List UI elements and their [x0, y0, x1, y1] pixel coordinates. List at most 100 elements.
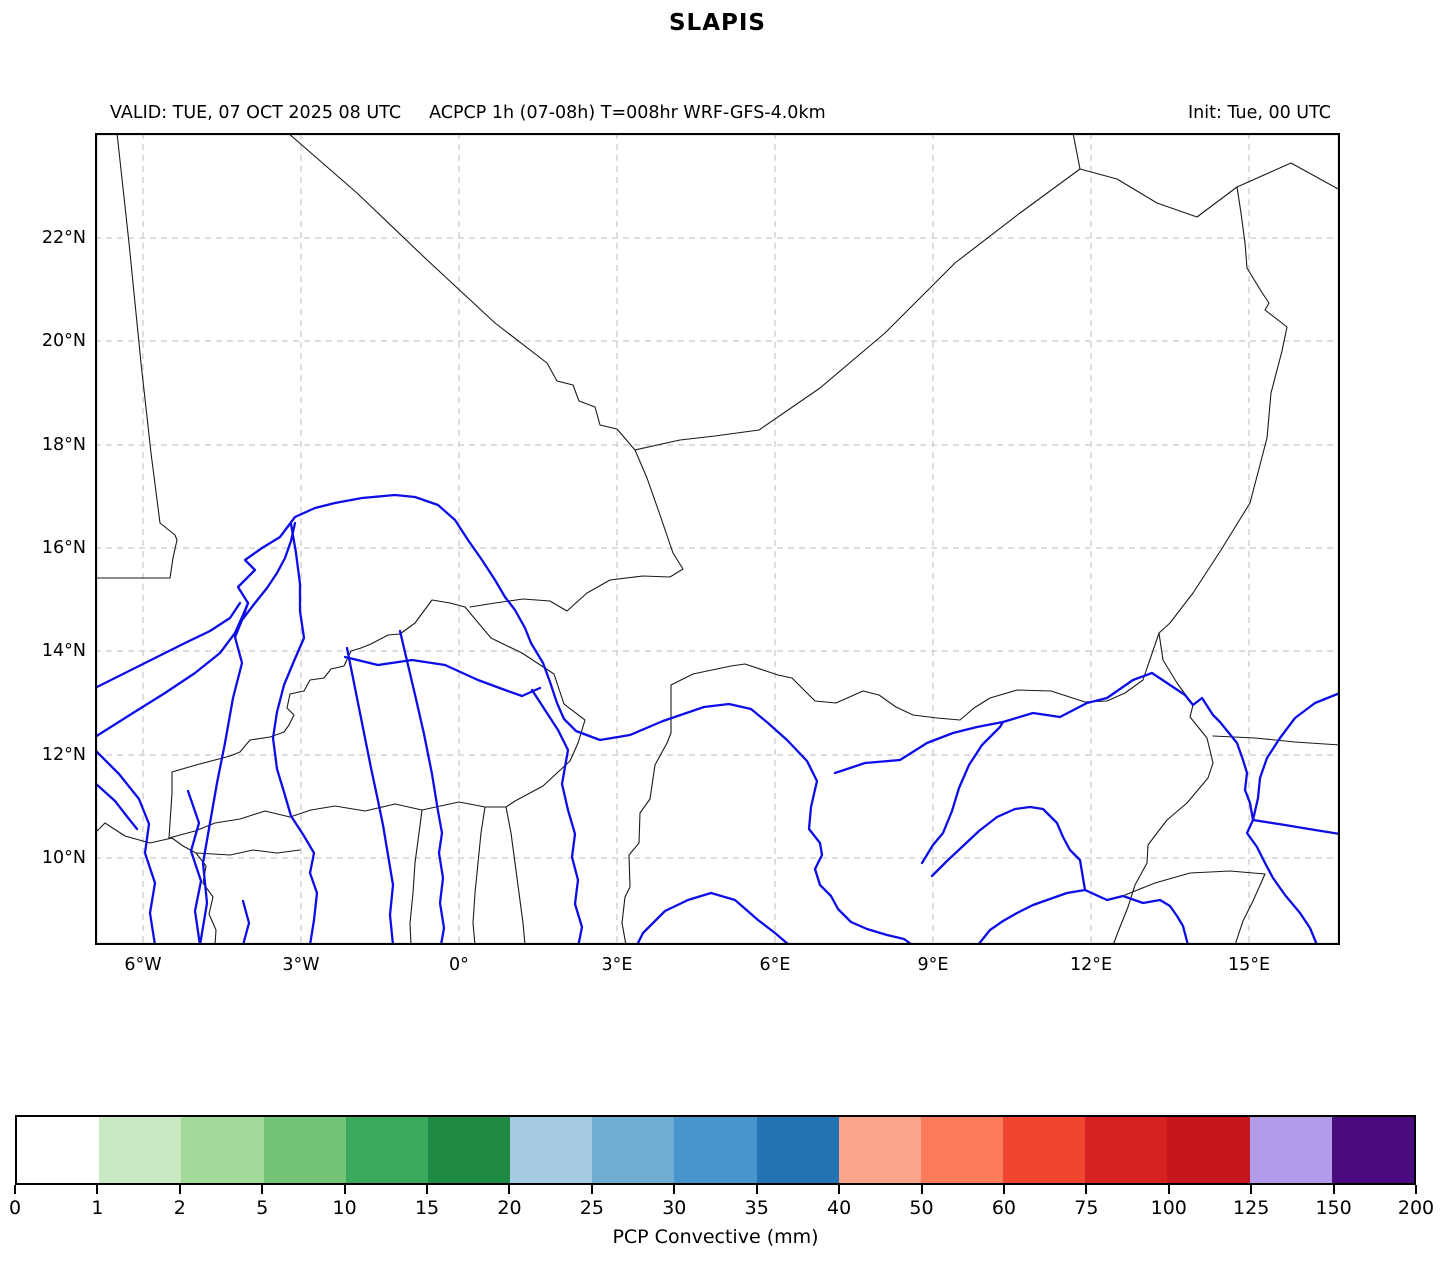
border-line — [1112, 186, 1288, 945]
colorbar-segment — [1331, 1117, 1414, 1183]
lat-tick-label: 16°N — [41, 538, 86, 558]
colorbar-tick — [920, 1185, 923, 1194]
colorbar — [15, 1115, 1416, 1185]
river-line — [635, 891, 791, 945]
map-frame — [95, 133, 1340, 945]
colorbar-axis-label: PCP Convective (mm) — [612, 1226, 819, 1248]
colorbar-tick — [673, 1185, 676, 1194]
colorbar-segment — [1249, 1117, 1332, 1183]
river-line — [833, 671, 1215, 775]
colorbar-tick-label: 30 — [662, 1197, 687, 1219]
colorbar-tick — [508, 1185, 511, 1194]
lat-tick-label: 10°N — [41, 848, 86, 868]
lat-tick-label: 18°N — [41, 435, 86, 455]
page-title: SLAPIS — [668, 10, 766, 36]
border-line — [409, 809, 423, 945]
colorbar-tick-label: 20 — [497, 1197, 522, 1219]
colorbar-segment — [592, 1117, 675, 1183]
valid-time-text: VALID: TUE, 07 OCT 2025 08 UTC — [110, 103, 402, 123]
colorbar-tick-label: 75 — [1074, 1197, 1099, 1219]
colorbar-tick — [343, 1185, 346, 1194]
lat-tick-label: 22°N — [41, 228, 86, 248]
country-borders — [95, 133, 1340, 945]
river-line — [1251, 691, 1340, 822]
river-line — [920, 720, 1005, 865]
colorbar-tick — [1002, 1185, 1005, 1194]
lon-tick-label: 3°W — [282, 955, 320, 975]
border-line — [168, 599, 466, 839]
lon-tick-label: 6°W — [124, 955, 162, 975]
lon-tick-label: 0° — [449, 955, 469, 975]
colorbar-tick-label: 35 — [744, 1197, 769, 1219]
colorbar-tick — [426, 1185, 429, 1194]
colorbar-segment — [345, 1117, 428, 1183]
border-line — [469, 449, 684, 612]
colorbar-segment — [181, 1117, 264, 1183]
colorbar-tick-label: 60 — [991, 1197, 1017, 1219]
colorbar-segment — [838, 1117, 921, 1183]
river-line — [95, 601, 250, 739]
init-time-text: Init: Tue, 00 UTC — [1188, 103, 1331, 123]
lon-tick-label: 3°E — [601, 955, 633, 975]
colorbar-tick — [261, 1185, 264, 1194]
lon-tick-label: 6°E — [759, 955, 791, 975]
river-line — [198, 493, 915, 945]
colorbar-segment — [510, 1117, 593, 1183]
colorbar-segment — [1167, 1117, 1250, 1183]
border-line — [195, 849, 301, 856]
river-line — [95, 601, 242, 690]
river-line — [1211, 713, 1319, 945]
colorbar-tick-label: 25 — [579, 1197, 604, 1219]
river-line — [240, 521, 297, 622]
border-line — [287, 133, 636, 451]
colorbar-segment — [427, 1117, 511, 1183]
colorbar-tick-label: 15 — [414, 1197, 440, 1219]
weather-map — [95, 133, 1340, 945]
colorbar-tick-label: 150 — [1315, 1197, 1352, 1219]
border-line — [505, 806, 526, 945]
product-text: ACPCP 1h (07-08h) T=008hr WRF-GFS-4.0km — [429, 103, 826, 123]
grid-lines — [95, 133, 1340, 945]
colorbar-tick — [96, 1185, 99, 1194]
colorbar-tick — [14, 1185, 16, 1194]
colorbar-segment — [1085, 1117, 1168, 1183]
lat-tick-label: 14°N — [41, 641, 86, 661]
river-line — [95, 781, 139, 831]
river-line — [345, 646, 395, 945]
river-line — [241, 899, 251, 945]
colorbar-segment — [17, 1117, 100, 1183]
colorbar-tick-label: 125 — [1233, 1197, 1270, 1219]
lon-tick-label: 12°E — [1069, 955, 1113, 975]
river-line — [95, 748, 157, 945]
colorbar-tick — [1415, 1185, 1417, 1194]
colorbar-segment — [1003, 1117, 1086, 1183]
colorbar-tick-label: 50 — [909, 1197, 934, 1219]
river-line — [186, 789, 203, 945]
colorbar-tick — [590, 1185, 593, 1194]
colorbar-tick — [1085, 1185, 1088, 1194]
river-line — [530, 688, 584, 945]
colorbar-tick — [1167, 1185, 1170, 1194]
colorbar-segment — [99, 1117, 182, 1183]
colorbar-tick-label: 10 — [332, 1197, 357, 1219]
colorbar-tick-label: 40 — [827, 1197, 852, 1219]
colorbar-segment — [263, 1117, 346, 1183]
colorbar-tick — [755, 1185, 758, 1194]
lon-tick-label: 9°E — [917, 955, 949, 975]
river-line — [1251, 818, 1340, 836]
border-line — [1124, 870, 1266, 945]
colorbar-tick — [1332, 1185, 1335, 1194]
river-line — [930, 805, 1190, 945]
border-line — [1212, 735, 1340, 746]
border-line — [168, 606, 586, 839]
colorbar-tick — [178, 1185, 181, 1194]
colorbar-tick-label: 200 — [1397, 1197, 1435, 1219]
border-line — [1079, 162, 1340, 218]
colorbar-tick-label: 100 — [1150, 1197, 1187, 1219]
border-line — [1072, 133, 1081, 170]
river-line — [271, 522, 319, 945]
colorbar-segment — [756, 1117, 839, 1183]
river-line — [976, 888, 1087, 945]
border-line — [472, 806, 486, 945]
border-line — [621, 732, 672, 945]
